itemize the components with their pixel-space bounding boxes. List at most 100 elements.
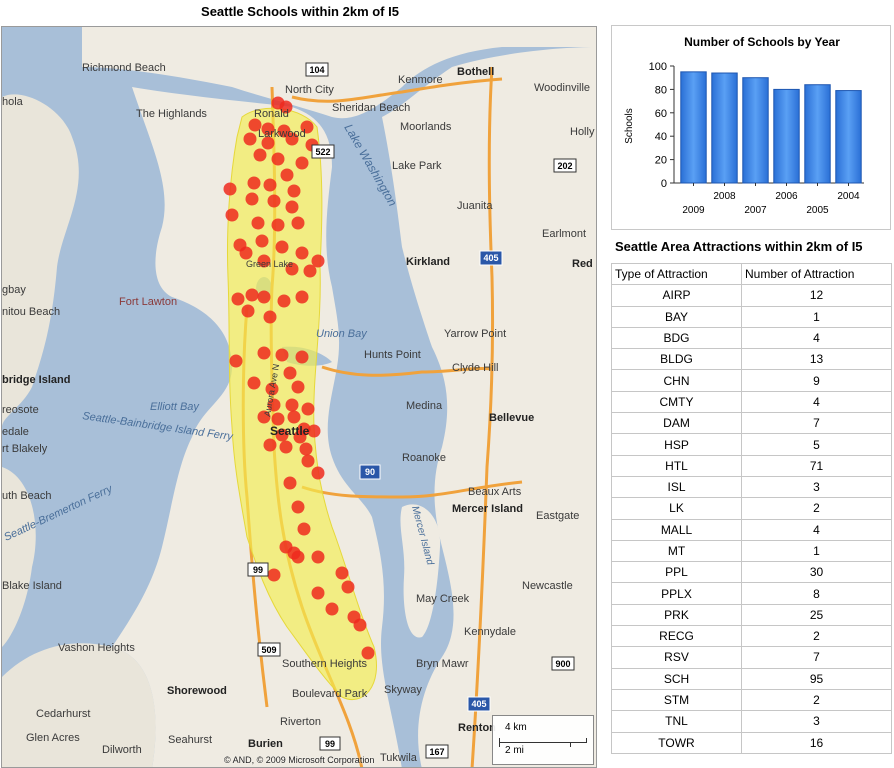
school-point[interactable] [285,398,299,412]
school-points[interactable] [223,96,375,660]
school-point[interactable] [303,264,317,278]
school-point[interactable] [223,182,237,196]
school-point[interactable] [241,304,255,318]
school-point[interactable] [287,546,301,560]
school-point[interactable] [267,194,281,208]
map-scale-bar: 4 km 2 mi [492,715,594,765]
school-point[interactable] [255,234,269,248]
school-point[interactable] [257,346,271,360]
label-burien: Burien [248,738,283,750]
label-bellevue: Bellevue [489,412,534,424]
school-point[interactable] [280,168,294,182]
label-boulevard-park: Boulevard Park [292,688,368,700]
y-tick-label: 40 [655,131,667,143]
school-point[interactable] [311,254,325,268]
school-point[interactable] [283,476,297,490]
school-point[interactable] [257,254,271,268]
label-union-bay: Union Bay [316,328,368,340]
school-point[interactable] [225,208,239,222]
school-point[interactable] [271,218,285,232]
table-row: BDG 4 [611,326,892,350]
school-point[interactable] [271,152,285,166]
school-point[interactable] [261,136,275,150]
school-point[interactable] [275,240,289,254]
school-point[interactable] [295,156,309,170]
label-kirkland: Kirkland [406,256,450,268]
school-point[interactable] [295,290,309,304]
school-point[interactable] [247,176,261,190]
school-point[interactable] [287,184,301,198]
school-point[interactable] [287,410,301,424]
school-point[interactable] [283,366,297,380]
attraction-count-cell: 4 [741,518,892,541]
x-tick-label-2005: 2005 [806,205,829,216]
school-point[interactable] [341,580,355,594]
school-point[interactable] [271,412,285,426]
school-point[interactable] [285,262,299,276]
school-point[interactable] [243,132,257,146]
chart-title: Number of Schools by Year [684,35,840,49]
school-point[interactable] [291,500,305,514]
attraction-type-cell: SCH [611,667,742,690]
chart-canvas: Number of Schools by Year Schools 0 20 40 6… [624,35,864,216]
school-point[interactable] [261,122,275,136]
school-point[interactable] [267,398,281,412]
school-point[interactable] [275,348,289,362]
school-point[interactable] [325,602,339,616]
school-point[interactable] [275,428,289,442]
school-point[interactable] [245,192,259,206]
school-point[interactable] [277,294,291,308]
school-point[interactable] [279,100,293,114]
school-point[interactable] [263,310,277,324]
school-point[interactable] [263,438,277,452]
school-point[interactable] [311,550,325,564]
school-point[interactable] [301,454,315,468]
school-point[interactable] [265,382,279,396]
attraction-count-cell: 13 [741,348,892,371]
x-tick-label-2007: 2007 [744,205,767,216]
school-point[interactable] [307,424,321,438]
school-point[interactable] [277,124,291,138]
school-point[interactable] [297,522,311,536]
school-point[interactable] [291,216,305,230]
school-point[interactable] [353,618,367,632]
school-point[interactable] [299,442,313,456]
table-row: BAY 1 [611,305,892,328]
school-point[interactable] [257,290,271,304]
school-point[interactable] [293,430,307,444]
scale-km: 4 km [505,722,527,733]
school-point[interactable] [239,246,253,260]
attraction-type-cell: BLDG [611,348,742,371]
school-point[interactable] [335,566,349,580]
y-tick-label: 80 [655,84,667,96]
attraction-type-cell: MALL [611,518,742,541]
school-point[interactable] [285,200,299,214]
school-point[interactable] [300,120,314,134]
school-point[interactable] [251,216,265,230]
label-skyway: Skyway [384,684,422,696]
svg-text:405: 405 [483,253,498,263]
school-point[interactable] [231,292,245,306]
school-point[interactable] [291,380,305,394]
seattle-map[interactable]: Richmond Beach North City Kenmore Bothel… [1,26,597,768]
attraction-count-cell: 95 [741,667,892,690]
school-point[interactable] [229,354,243,368]
map-canvas[interactable]: Richmond Beach North City Kenmore Bothel… [2,27,597,768]
school-point[interactable] [248,118,262,132]
school-point[interactable] [311,586,325,600]
highway-shields: 104 522 202 405 90 99 509 99 900 167 405 [247,62,577,759]
school-point[interactable] [361,646,375,660]
school-point[interactable] [263,178,277,192]
school-point[interactable] [295,350,309,364]
school-point[interactable] [245,288,259,302]
school-point[interactable] [279,440,293,454]
school-point[interactable] [295,246,309,260]
svg-text:509: 509 [261,645,276,655]
school-point[interactable] [301,402,315,416]
school-point[interactable] [311,466,325,480]
school-point[interactable] [253,148,267,162]
school-point[interactable] [267,568,281,582]
school-point[interactable] [247,376,261,390]
school-point[interactable] [257,410,271,424]
school-point[interactable] [285,132,299,146]
